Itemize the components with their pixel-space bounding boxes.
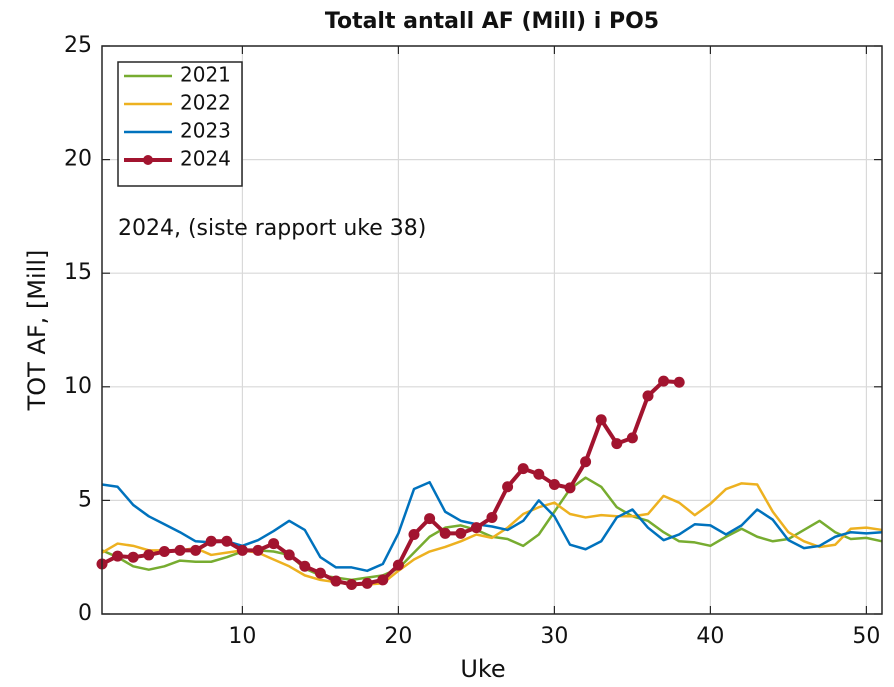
x-tick-label: 50 xyxy=(852,624,880,649)
data-point xyxy=(673,376,685,388)
annotation: 2024, (siste rapport uke 38) xyxy=(118,216,426,241)
data-point xyxy=(548,478,560,490)
x-tick-label: 20 xyxy=(384,624,412,649)
data-point xyxy=(112,550,124,562)
y-axis-label: TOT AF, [Mill] xyxy=(23,250,51,412)
y-tick-label: 15 xyxy=(64,260,92,285)
data-point xyxy=(205,535,217,547)
legend-box xyxy=(117,61,243,187)
legend-label: 2024 xyxy=(180,147,231,171)
data-point xyxy=(580,456,592,468)
data-point xyxy=(190,544,202,556)
y-tick-label: 20 xyxy=(64,147,92,172)
x-tick-label: 40 xyxy=(696,624,724,649)
data-point xyxy=(486,511,498,523)
data-point xyxy=(361,577,373,589)
data-point xyxy=(470,522,482,534)
legend-label: 2023 xyxy=(180,119,231,143)
data-point xyxy=(330,575,342,587)
data-point xyxy=(626,432,638,444)
data-point xyxy=(517,463,529,475)
y-tick-label: 5 xyxy=(78,487,92,512)
legend-marker xyxy=(143,155,153,165)
data-point xyxy=(392,559,404,571)
chart-title: Totalt antall AF (Mill) i PO5 xyxy=(325,9,659,34)
data-point xyxy=(658,375,670,387)
data-point xyxy=(595,414,607,426)
data-point xyxy=(455,527,467,539)
data-point xyxy=(283,549,295,561)
y-tick-label: 10 xyxy=(64,374,92,399)
data-point xyxy=(127,551,139,563)
data-point xyxy=(564,482,576,494)
data-point xyxy=(533,468,545,480)
data-point xyxy=(236,544,248,556)
data-point xyxy=(377,574,389,586)
data-point xyxy=(346,578,358,590)
data-point xyxy=(158,546,170,558)
x-tick-label: 10 xyxy=(228,624,256,649)
data-point xyxy=(174,544,186,556)
data-point xyxy=(299,560,311,572)
data-point xyxy=(611,438,623,450)
data-point xyxy=(502,481,514,493)
data-point xyxy=(424,513,436,525)
legend-label: 2021 xyxy=(180,63,231,87)
y-tick-label: 0 xyxy=(78,601,92,626)
x-axis-label: Uke xyxy=(460,655,505,683)
data-point xyxy=(408,528,420,540)
data-point xyxy=(268,538,280,550)
plot-frame xyxy=(101,45,883,615)
y-tick-label: 25 xyxy=(64,33,92,58)
data-point xyxy=(642,390,654,402)
data-point xyxy=(439,527,451,539)
data-point xyxy=(314,567,326,579)
legend-label: 2022 xyxy=(180,91,231,115)
data-point xyxy=(252,544,264,556)
x-tick-label: 30 xyxy=(540,624,568,649)
data-point xyxy=(221,535,233,547)
data-point xyxy=(143,549,155,561)
series-line xyxy=(101,482,883,586)
